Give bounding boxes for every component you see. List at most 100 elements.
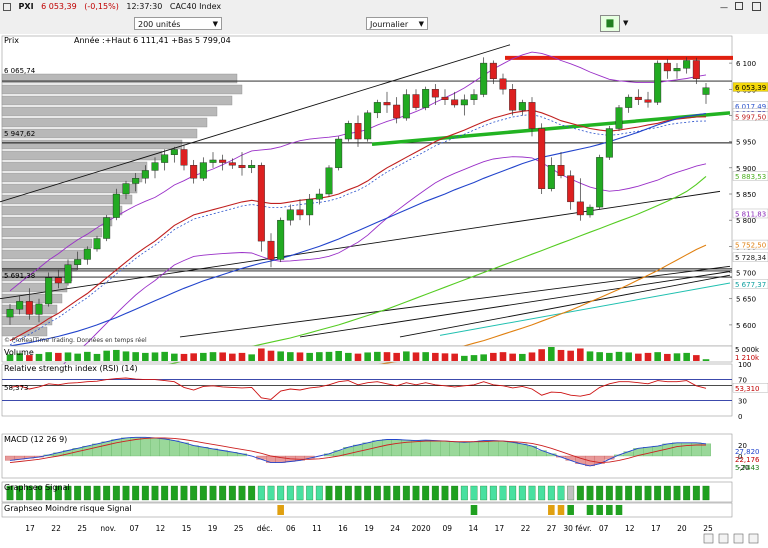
signal-bar xyxy=(615,485,623,501)
candle-body[interactable] xyxy=(654,62,662,103)
candle-body[interactable] xyxy=(141,170,149,179)
candle-body[interactable] xyxy=(402,94,410,119)
candle-body[interactable] xyxy=(161,154,169,163)
zoom-in-icon[interactable] xyxy=(703,533,714,544)
x-axis-label: 12 xyxy=(625,524,635,533)
signal-bar xyxy=(538,485,546,501)
candle-body[interactable] xyxy=(683,60,691,69)
macd-histogram-bar xyxy=(469,441,479,457)
candle-body[interactable] xyxy=(16,301,24,310)
candle-body[interactable] xyxy=(663,62,671,72)
candle-body[interactable] xyxy=(615,107,623,129)
candle-body[interactable] xyxy=(692,60,700,80)
signal-bar xyxy=(306,485,314,501)
candle-body[interactable] xyxy=(605,128,613,158)
candle-body[interactable] xyxy=(306,199,314,216)
ticker-symbol[interactable]: PXI xyxy=(18,2,34,11)
candle-body[interactable] xyxy=(412,94,420,108)
grid-menu-icon[interactable] xyxy=(3,2,11,11)
chart-type-button[interactable]: ▆ xyxy=(600,15,620,32)
candle-body[interactable] xyxy=(325,167,333,195)
volume-panel xyxy=(1,345,733,363)
candle-body[interactable] xyxy=(238,164,246,169)
candle-body[interactable] xyxy=(567,175,575,203)
candle-body[interactable] xyxy=(277,219,285,260)
volume-bar xyxy=(470,355,478,361)
price-panel-label: Prix xyxy=(4,36,19,45)
candle-body[interactable] xyxy=(180,149,188,166)
candle-body[interactable] xyxy=(596,157,604,208)
candle-body[interactable] xyxy=(151,162,159,171)
candle-body[interactable] xyxy=(170,149,178,155)
candle-body[interactable] xyxy=(93,238,101,250)
expand-icon[interactable] xyxy=(748,533,759,544)
candle-body[interactable] xyxy=(441,96,449,100)
candle-body[interactable] xyxy=(393,104,401,119)
maximize-icon[interactable] xyxy=(752,2,761,11)
candle-body[interactable] xyxy=(557,164,565,176)
candle-body[interactable] xyxy=(373,102,381,114)
candle-body[interactable] xyxy=(296,209,304,216)
chevron-down-icon[interactable]: ▼ xyxy=(623,19,629,27)
candle-body[interactable] xyxy=(103,217,111,239)
candle-body[interactable] xyxy=(673,68,681,72)
candle-body[interactable] xyxy=(576,201,584,216)
candle-body[interactable] xyxy=(451,99,459,106)
volume-bar xyxy=(26,355,33,361)
candle-body[interactable] xyxy=(209,159,217,163)
units-select[interactable]: 200 unités ▼ xyxy=(134,17,222,30)
candle-body[interactable] xyxy=(335,138,343,169)
zoom-out-icon[interactable] xyxy=(718,533,729,544)
candle-body[interactable] xyxy=(122,183,130,195)
candle-body[interactable] xyxy=(248,164,256,169)
candle-body[interactable] xyxy=(54,277,62,284)
candle-body[interactable] xyxy=(228,162,236,166)
candle-body[interactable] xyxy=(499,78,507,90)
candle-body[interactable] xyxy=(25,301,33,315)
macd-histogram-bar xyxy=(256,455,267,460)
candle-body[interactable] xyxy=(702,87,710,95)
period-select[interactable]: Journalier ▼ xyxy=(366,17,428,30)
candle-body[interactable] xyxy=(6,309,14,318)
volume-bar xyxy=(422,352,429,361)
candle-body[interactable] xyxy=(634,96,642,100)
candle-body[interactable] xyxy=(132,178,140,184)
candle-body[interactable] xyxy=(267,240,275,260)
candle-body[interactable] xyxy=(644,99,652,103)
candle-body[interactable] xyxy=(528,102,536,129)
candle-body[interactable] xyxy=(518,102,526,111)
candle-body[interactable] xyxy=(35,303,43,315)
candle-body[interactable] xyxy=(112,193,120,218)
macd-histogram-bar xyxy=(150,437,160,457)
candle-body[interactable] xyxy=(383,102,391,106)
candle-body[interactable] xyxy=(45,277,53,305)
candle-body[interactable] xyxy=(586,206,594,216)
candle-body[interactable] xyxy=(219,159,227,163)
candle-body[interactable] xyxy=(364,112,372,140)
candle-body[interactable] xyxy=(286,209,294,221)
close-icon[interactable]: — xyxy=(720,3,728,12)
candle-body[interactable] xyxy=(538,128,546,189)
candle-body[interactable] xyxy=(83,248,91,260)
price-label-text: 5 811,83 xyxy=(735,210,766,218)
candle-body[interactable] xyxy=(431,89,439,98)
candle-body[interactable] xyxy=(460,99,468,106)
candle-body[interactable] xyxy=(470,94,478,100)
candle-body[interactable] xyxy=(422,89,430,108)
candle-body[interactable] xyxy=(74,259,82,265)
restore-icon[interactable] xyxy=(735,2,743,10)
candle-body[interactable] xyxy=(190,164,198,179)
candle-body[interactable] xyxy=(509,89,517,111)
candle-body[interactable] xyxy=(480,62,488,95)
candle-body[interactable] xyxy=(489,62,497,79)
candle-body[interactable] xyxy=(625,96,633,108)
settings-icon[interactable] xyxy=(733,533,744,544)
candle-body[interactable] xyxy=(344,123,352,140)
candle-body[interactable] xyxy=(315,193,323,200)
candle-body[interactable] xyxy=(64,264,72,284)
candle-body[interactable] xyxy=(199,162,207,179)
candle-body[interactable] xyxy=(547,164,555,189)
candle-body[interactable] xyxy=(354,123,362,140)
candle-body[interactable] xyxy=(257,164,265,242)
